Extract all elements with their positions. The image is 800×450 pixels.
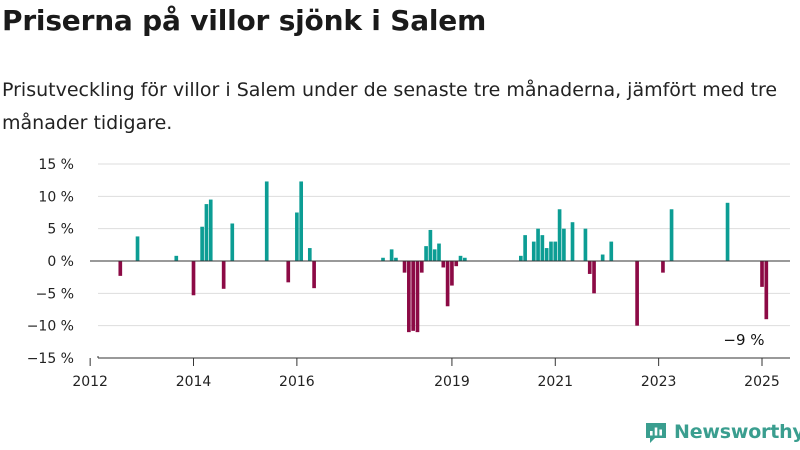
- bar-positive: [609, 241, 614, 261]
- y-tick-label: 5 %: [47, 222, 74, 238]
- bar-positive: [544, 248, 549, 261]
- x-tick-label: 2016: [279, 374, 315, 390]
- bar-positive: [463, 257, 467, 261]
- bar-negative: [760, 261, 764, 287]
- x-axis-tick-labels: 2012 2014 2016 2019 2021 2023 2025: [72, 374, 779, 390]
- y-tick-label: 10 %: [38, 189, 74, 205]
- bar-negative: [407, 261, 411, 333]
- bar-negative: [587, 261, 592, 274]
- bar-positive: [557, 209, 562, 261]
- y-tick-label: −15 %: [27, 351, 74, 367]
- newsworthy-brand[interactable]: Newsworthy: [644, 418, 800, 446]
- bar-positive: [299, 181, 304, 261]
- bar-positive: [432, 249, 437, 261]
- bar-positive: [307, 248, 312, 261]
- bar-negative: [221, 261, 226, 289]
- y-tick-label: −5 %: [36, 286, 74, 302]
- bar-positive: [230, 223, 235, 261]
- bar-positive: [536, 228, 540, 261]
- bar-positive: [437, 243, 441, 261]
- bar-positive: [174, 255, 179, 261]
- bar-positive: [381, 257, 385, 261]
- bar-negative: [286, 261, 291, 283]
- newsworthy-logo-icon: [646, 423, 666, 443]
- x-tick-label: 2014: [176, 374, 212, 390]
- bar-negative: [454, 261, 459, 267]
- bar-positive: [540, 235, 545, 261]
- bar-positive: [519, 255, 523, 261]
- bar-negative: [419, 261, 424, 273]
- bar-positive: [264, 181, 269, 261]
- x-tick-label: 2019: [434, 374, 470, 390]
- x-tick-label: 2023: [641, 374, 677, 390]
- bar-positive: [669, 209, 674, 261]
- bar-positive: [458, 255, 463, 261]
- bar-positive: [389, 249, 394, 261]
- y-tick-label: −10 %: [27, 319, 74, 335]
- bar-positive: [204, 204, 209, 261]
- bar-negative: [415, 261, 420, 333]
- bar-negative: [661, 261, 665, 273]
- chart-subtitle: Prisutveckling för villor i Salem under …: [2, 79, 778, 134]
- y-axis-tick-labels: 15 % 10 % 5 % 0 % −5 % −10 % −15 %: [27, 157, 74, 367]
- bar-positive: [428, 229, 433, 261]
- y-tick-label: 0 %: [47, 254, 74, 270]
- bar-positive: [600, 254, 605, 261]
- bar-negative: [411, 261, 415, 331]
- latest-value-annotation: −9 %: [723, 331, 764, 349]
- bar-positive: [553, 241, 558, 261]
- axes: [89, 260, 790, 366]
- chart-title: Priserna på villor sjönk i Salem: [2, 4, 487, 37]
- bar-negative: [635, 261, 639, 326]
- bar-positive: [562, 228, 566, 261]
- bar-negative: [118, 261, 123, 276]
- bar-positive: [135, 236, 140, 261]
- bar-negative: [445, 261, 450, 307]
- bar-positive: [200, 226, 204, 261]
- x-tick-label: 2012: [72, 374, 108, 390]
- brand-name: Newsworthy: [674, 421, 800, 443]
- bar-series: [118, 181, 769, 333]
- bar-positive: [549, 241, 553, 261]
- bar-negative: [450, 261, 454, 286]
- bar-positive: [394, 257, 398, 261]
- bar-negative: [191, 261, 196, 296]
- bar-positive: [583, 228, 588, 261]
- bar-positive: [523, 235, 527, 261]
- bar-positive: [424, 246, 428, 261]
- x-tick-label: 2025: [744, 374, 780, 390]
- bar-positive: [531, 241, 536, 261]
- x-tick-label: 2021: [537, 374, 573, 390]
- bar-positive: [208, 199, 213, 261]
- bar-negative: [441, 261, 446, 268]
- bar-negative: [312, 261, 316, 289]
- bar-negative: [764, 261, 769, 320]
- bar-negative: [402, 261, 407, 273]
- bar-negative: [592, 261, 596, 294]
- bar-positive: [570, 222, 575, 261]
- bar-positive: [725, 202, 730, 261]
- bar-positive: [295, 212, 299, 261]
- y-tick-label: 15 %: [38, 157, 74, 173]
